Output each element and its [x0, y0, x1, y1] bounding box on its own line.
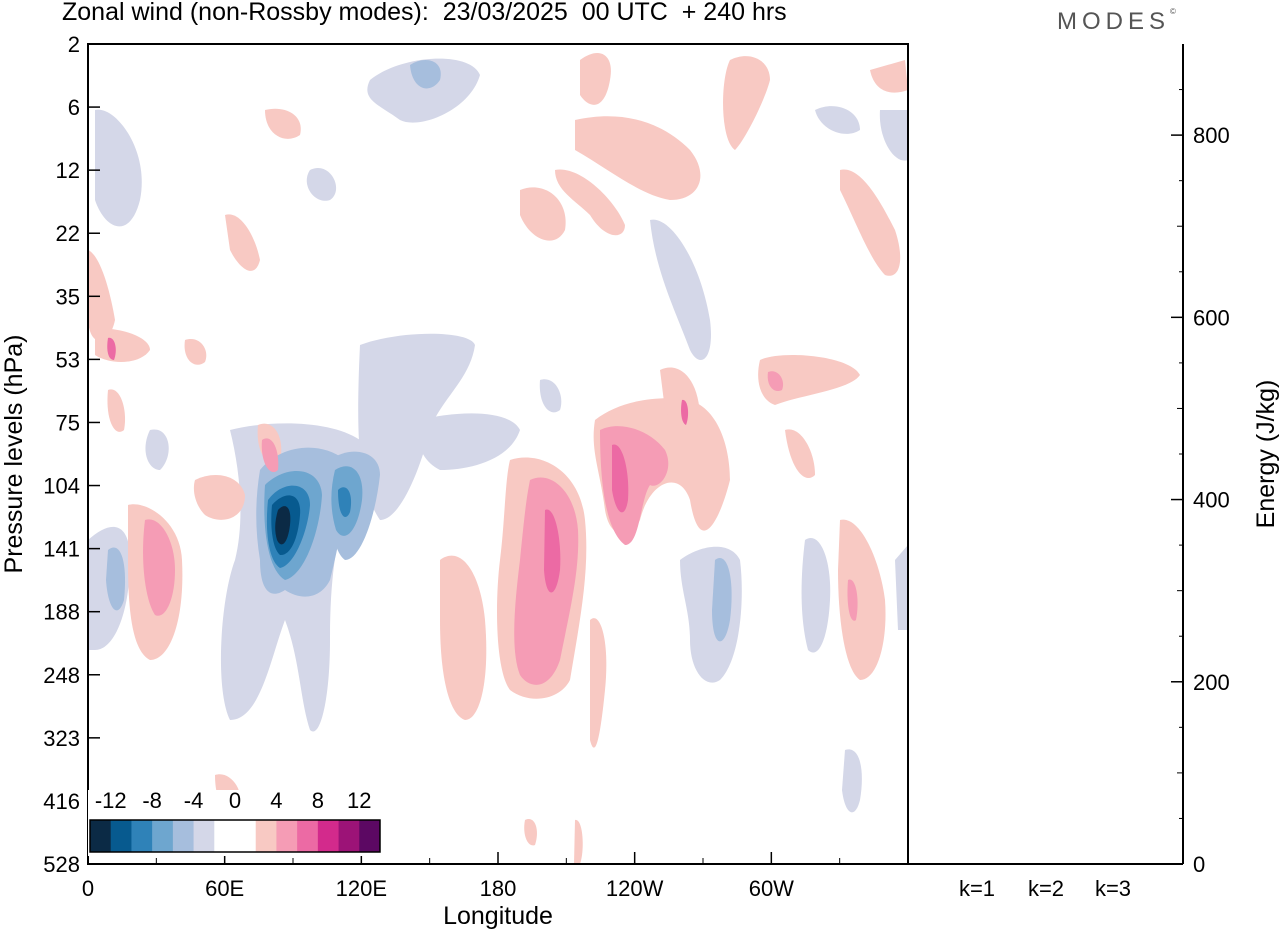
pressure-axis-ticks: 2 6 12 22 35 53 75 104 141 188 248 323 416 528	[43, 32, 100, 877]
colorbar-swatch	[338, 820, 360, 852]
logo-mark: ©	[1170, 7, 1176, 16]
y-tick-label: 2	[68, 32, 80, 57]
colorbar-label: 4	[270, 788, 282, 813]
energy-tick-label: 600	[1193, 305, 1230, 330]
colorbar-swatch	[193, 820, 215, 852]
colorbar-swatch	[297, 820, 319, 852]
energy-bar	[1091, 863, 1135, 865]
x-tick-label: 120W	[606, 876, 664, 901]
energy-tick-label: 0	[1193, 852, 1205, 877]
colorbar-label: 8	[312, 788, 324, 813]
colorbar-label: 12	[347, 788, 371, 813]
y-axis-title: Pressure levels (hPa)	[0, 335, 28, 574]
energy-category-label: k=3	[1095, 876, 1131, 901]
energy-panel: 0 200 400 600 800 k=1 k=2 k=3 Energy (J/kg)	[908, 44, 1280, 901]
x-tick-label: 120E	[336, 876, 387, 901]
y-tick-label: 75	[56, 410, 80, 435]
colorbar-swatch	[172, 820, 195, 852]
colorbar-swatch	[131, 820, 153, 852]
colorbar-legend: -12 -8 -4 0 4 8 12	[88, 788, 382, 856]
energy-axis-ticks: 0 200 400 600 800	[1171, 89, 1230, 877]
colorbar-swatch	[90, 820, 112, 852]
x-tick-label: 60W	[749, 876, 794, 901]
colorbar-label: -12	[95, 788, 127, 813]
y-tick-label: 6	[68, 95, 80, 120]
y-tick-label: 141	[43, 537, 80, 562]
y-tick-label: 188	[43, 600, 80, 625]
colorbar-swatch	[359, 820, 381, 852]
logo-text: MODES	[1057, 8, 1171, 35]
energy-axis-title: Energy (J/kg)	[1252, 380, 1280, 529]
energy-bars: k=1 k=2 k=3	[955, 863, 1135, 901]
y-tick-label: 104	[43, 474, 80, 499]
x-tick-label: 60E	[205, 876, 244, 901]
energy-bar	[955, 863, 999, 865]
energy-tick-label: 800	[1193, 123, 1230, 148]
colorbar-label: -8	[142, 788, 162, 813]
y-tick-label: 22	[56, 221, 80, 246]
colorbar-swatch	[110, 820, 132, 852]
colorbar-swatch	[255, 820, 277, 852]
y-tick-label: 528	[43, 852, 80, 877]
y-tick-label: 323	[43, 726, 80, 751]
wind-field	[88, 44, 908, 864]
energy-tick-label: 200	[1193, 670, 1230, 695]
energy-category-label: k=2	[1028, 876, 1064, 901]
y-tick-label: 416	[43, 789, 80, 814]
y-tick-label: 35	[56, 284, 80, 309]
colorbar-swatch	[276, 820, 298, 852]
energy-bar	[1024, 863, 1068, 865]
x-tick-label: 180	[480, 876, 517, 901]
colorbar-label: 0	[229, 788, 241, 813]
x-axis-title: Longitude	[443, 902, 553, 930]
energy-category-label: k=1	[959, 876, 995, 901]
colorbar-label: -4	[184, 788, 204, 813]
colorbar-swatch	[214, 820, 236, 852]
colorbar-swatch	[152, 820, 174, 852]
colorbar-swatch	[317, 820, 340, 852]
y-tick-label: 248	[43, 663, 80, 688]
y-tick-label: 12	[56, 158, 80, 183]
colorbar-frame	[89, 819, 381, 853]
y-tick-label: 53	[56, 347, 80, 372]
modes-logo: MODES©	[1057, 7, 1176, 36]
energy-tick-label: 400	[1193, 488, 1230, 513]
colorbar-swatch	[235, 820, 257, 852]
x-tick-label: 0	[82, 876, 94, 901]
chart-title: Zonal wind (non-Rossby modes): 23/03/202…	[62, 0, 787, 26]
main-axes: 2 6 12 22 35 53 75 104 141 188 248 323 416 528 0 60E 12…	[0, 32, 909, 930]
longitude-axis-ticks: 0 60E 120E 180 120W 60W	[82, 852, 841, 901]
